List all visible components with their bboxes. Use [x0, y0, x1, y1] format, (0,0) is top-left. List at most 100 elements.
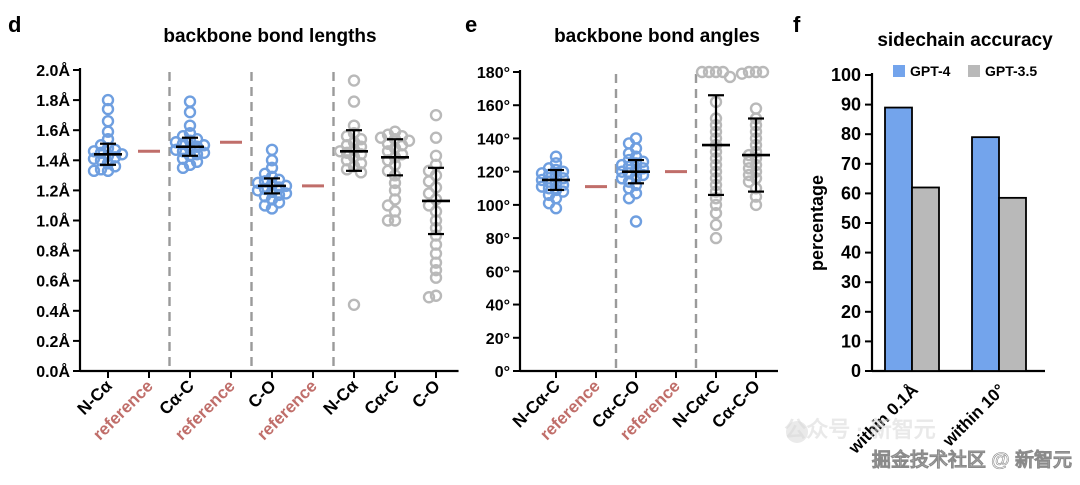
- data-point: [354, 166, 368, 179]
- data-point: [272, 196, 286, 209]
- y-tick-label: 80: [841, 124, 861, 144]
- data-point: [381, 199, 395, 212]
- data-point: [709, 198, 723, 212]
- data-point: [190, 133, 204, 146]
- data-point: [742, 168, 756, 182]
- y-tick-label: 0.4Å: [36, 302, 70, 321]
- y-tick-label: 1.0Å: [36, 212, 70, 231]
- data-point: [535, 167, 549, 180]
- y-tick-label: 180°: [477, 65, 510, 82]
- data-point: [709, 231, 723, 245]
- data-point: [354, 133, 368, 146]
- category-label: Cα-C: [361, 376, 403, 418]
- data-point: [709, 65, 723, 79]
- bar: [971, 136, 1000, 372]
- y-tick-label: 0.6Å: [36, 272, 70, 291]
- data-point: [347, 298, 361, 311]
- data-point: [615, 158, 629, 172]
- y-tick-label: 160°: [477, 98, 510, 115]
- data-point: [258, 199, 272, 212]
- y-tick-label: 10: [841, 331, 861, 351]
- data-point: [549, 150, 563, 163]
- data-point: [429, 131, 443, 144]
- y-tick-label: 40°: [486, 298, 510, 315]
- data-point: [756, 65, 770, 79]
- data-point: [542, 182, 556, 195]
- data-point: [279, 187, 293, 200]
- data-point: [197, 139, 211, 152]
- data-point: [629, 215, 643, 228]
- y-tick-label: 0: [851, 361, 861, 381]
- data-point: [749, 198, 763, 212]
- data-point: [101, 114, 115, 128]
- y-tick-label: 30: [841, 272, 861, 292]
- data-point: [265, 143, 279, 156]
- watermark-text: 掘金技术社区 @ 新智元: [872, 448, 1072, 471]
- y-tick-label: 0°: [495, 364, 510, 381]
- data-point: [422, 187, 436, 200]
- wechat-icon: [786, 421, 808, 443]
- data-point: [265, 202, 279, 215]
- data-point: [251, 176, 265, 190]
- panel-d-bond-lengths: 0.0Å 0.2Å 0.4Å 0.6Å 0.8Å 1.0Å 1.2Å 1.4Å 1.6Å 1.8Å…: [36, 61, 459, 444]
- y-tick-label: 1.4Å: [36, 151, 70, 170]
- panel-label-e: e: [465, 12, 477, 37]
- bar: [884, 106, 913, 372]
- data-point: [742, 65, 756, 79]
- watermark-behind: 公众号 · 新智元: [784, 417, 936, 442]
- data-point: [347, 74, 361, 87]
- data-point: [535, 180, 549, 193]
- data-point: [749, 65, 763, 79]
- data-point: [176, 161, 190, 175]
- category-label: within 10°: [938, 380, 1009, 451]
- data-point: [742, 162, 756, 175]
- y-tick-label: 0.2Å: [36, 332, 70, 351]
- data-point: [429, 108, 443, 122]
- y-tick-label: 20: [841, 302, 861, 322]
- y-tick-label: 90: [841, 95, 861, 115]
- y-tick-label: 1.2Å: [36, 181, 70, 200]
- y-tick-label: 70: [841, 154, 861, 174]
- y-tick-label: 100: [831, 65, 861, 85]
- category-label: C-O: [244, 376, 279, 411]
- y-tick-label: 20°: [486, 331, 510, 348]
- data-point: [429, 289, 443, 302]
- data-point: [190, 148, 204, 161]
- data-point: [636, 168, 650, 182]
- data-point: [735, 67, 749, 80]
- panel-label-f: f: [793, 12, 801, 37]
- y-tick-label: 1.6Å: [36, 121, 70, 140]
- y-axis-label: percentage: [807, 175, 827, 271]
- data-point: [381, 214, 395, 227]
- y-tick-label: 120°: [477, 165, 510, 182]
- data-point: [374, 131, 388, 144]
- data-point: [636, 155, 650, 168]
- y-tick-label: 100°: [477, 198, 510, 215]
- legend-swatch: [968, 65, 980, 77]
- panel-label-d: d: [8, 12, 21, 37]
- data-point: [101, 102, 115, 116]
- watermark: 公众号 · 新智元 掘金技术社区 @ 新智元: [784, 417, 1072, 471]
- data-point: [742, 155, 756, 168]
- legend-swatch: [893, 65, 905, 77]
- bar: [911, 186, 940, 372]
- y-tick-label: 50: [841, 213, 861, 233]
- legend-label: GPT-3.5: [985, 63, 1037, 79]
- legend-label: GPT-4: [910, 63, 951, 79]
- data-point: [549, 202, 563, 215]
- data-point: [702, 65, 716, 79]
- data-point: [388, 214, 402, 227]
- y-tick-label: 40: [841, 243, 861, 263]
- data-point: [183, 105, 197, 119]
- data-point: [87, 164, 101, 178]
- category-label: N-Cα: [320, 376, 363, 419]
- data-point: [347, 95, 361, 108]
- data-point: [695, 65, 709, 79]
- data-point: [749, 102, 763, 115]
- panel-f-title: sidechain accuracy: [877, 30, 1053, 51]
- data-point: [265, 154, 279, 167]
- data-point: [388, 193, 402, 206]
- y-tick-label: 1.8Å: [36, 91, 70, 110]
- data-point: [622, 175, 636, 188]
